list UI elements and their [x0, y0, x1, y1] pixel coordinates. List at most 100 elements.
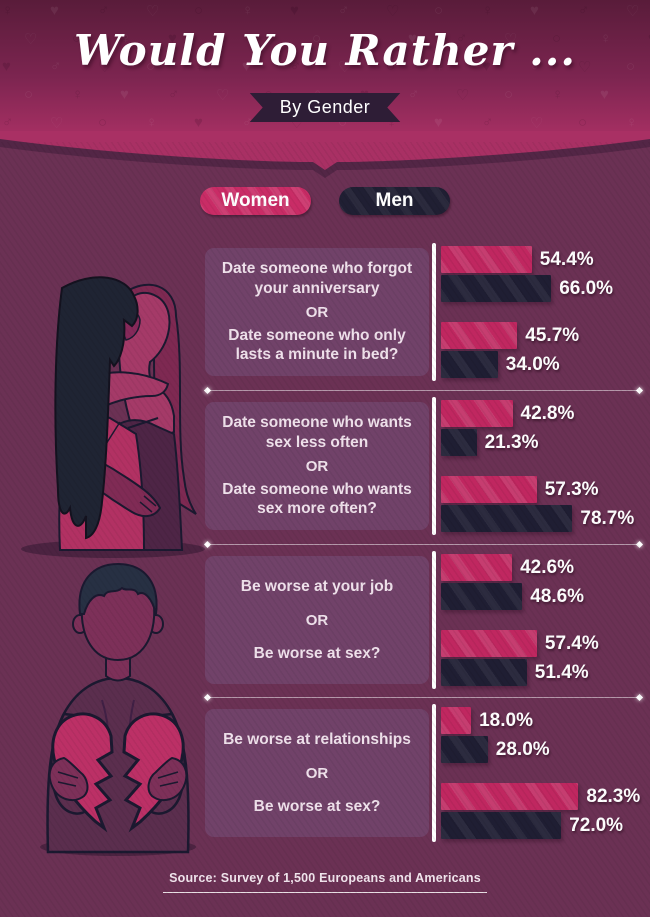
pattern-glyph-icon: ♂: [408, 86, 420, 103]
option-b-bars: 45.7% 34.0%: [441, 322, 645, 378]
pattern-glyph-icon: ○: [194, 2, 204, 19]
pattern-glyph-icon: ♀: [552, 86, 564, 103]
legend: Women Men: [0, 187, 650, 215]
women-bar-row: 82.3%: [441, 783, 645, 810]
women-bar-row: 57.3%: [441, 476, 645, 503]
option-a-bars: 18.0% 28.0%: [441, 707, 645, 763]
pattern-glyph-icon: ♡: [626, 3, 640, 20]
question-box: Date someone who forgot your anniversary…: [205, 248, 429, 376]
women-value-label: 57.4%: [544, 632, 599, 654]
option-a-bars: 42.6% 48.6%: [441, 554, 645, 610]
women-bar: [441, 476, 537, 503]
subtitle-ribbon: By Gender: [250, 93, 401, 122]
axis-line: [432, 397, 436, 535]
women-bar: [441, 783, 579, 810]
men-value-label: 78.7%: [580, 507, 635, 529]
women-value-label: 82.3%: [586, 785, 641, 807]
pattern-glyph-icon: ♥: [194, 114, 203, 131]
option-b-label: Date someone who wants sex more often?: [222, 480, 412, 518]
women-value-label: 45.7%: [525, 324, 580, 346]
men-bar: [441, 659, 527, 686]
men-value-label: 51.4%: [534, 661, 589, 683]
pattern-glyph-icon: ♥: [434, 114, 443, 131]
man-breaking-heart-illustration: [40, 562, 196, 856]
women-bar: [441, 322, 518, 349]
pattern-glyph-icon: ○: [504, 86, 514, 103]
men-bar-row: 78.7%: [441, 505, 645, 532]
pattern-glyph-icon: ♂: [482, 114, 494, 131]
pattern-glyph-icon: ♥: [600, 86, 609, 103]
section-divider: [203, 693, 644, 702]
women-value-label: 42.6%: [520, 556, 574, 578]
source-footer: Source: Survey of 1,500 Europeans and Am…: [0, 869, 650, 893]
or-label: OR: [305, 303, 329, 321]
pattern-glyph-icon: ♡: [530, 115, 544, 132]
pattern-glyph-icon: ♥: [120, 86, 129, 103]
pattern-glyph-icon: ♡: [50, 115, 64, 132]
men-value-label: 28.0%: [495, 738, 550, 760]
pattern-glyph-icon: ♡: [216, 87, 230, 104]
pattern-glyph-icon: ♂: [98, 2, 110, 19]
pattern-glyph-icon: ♥: [530, 2, 539, 19]
or-label: OR: [305, 611, 329, 629]
men-bar-row: 21.3%: [441, 429, 645, 456]
question-block: Date someone who wants sex less often OR…: [205, 397, 645, 535]
section-divider: [203, 386, 644, 395]
men-value-label: 21.3%: [484, 431, 539, 453]
pattern-glyph-icon: ♀: [242, 2, 254, 19]
women-bar: [441, 246, 532, 273]
pattern-glyph-icon: ♀: [482, 2, 494, 19]
option-a-label: Date someone who forgot your anniversary: [221, 260, 413, 297]
women-bar: [441, 554, 513, 581]
women-bar-row: 42.8%: [441, 400, 645, 427]
pattern-glyph-icon: ♥: [290, 2, 299, 19]
men-bar: [441, 505, 573, 532]
men-bar: [441, 275, 552, 302]
pattern-glyph-icon: ♂: [338, 2, 350, 19]
or-label: OR: [305, 764, 329, 782]
pattern-glyph-icon: ♂: [168, 86, 180, 103]
men-value-label: 48.6%: [530, 585, 585, 607]
pattern-glyph-icon: ♂: [2, 114, 14, 131]
women-value-label: 57.3%: [544, 478, 599, 500]
men-value-label: 66.0%: [559, 277, 614, 299]
pattern-glyph-icon: ○: [578, 114, 588, 131]
legend-women-pill[interactable]: Women: [200, 187, 311, 215]
option-a-label: Be worse at relationships: [223, 731, 411, 749]
option-b-bars: 82.3% 72.0%: [441, 783, 645, 839]
bar-groups: 42.8% 21.3% 57.3% 78.7%: [441, 397, 645, 535]
men-bar-row: 34.0%: [441, 351, 645, 378]
pattern-glyph-icon: ♀: [146, 114, 158, 131]
pattern-glyph-icon: ♀: [626, 114, 638, 131]
men-value-label: 72.0%: [569, 814, 624, 836]
pattern-glyph-icon: ○: [434, 2, 444, 19]
women-value-label: 18.0%: [479, 709, 533, 731]
header-curve: [0, 131, 650, 178]
option-b-label: Date someone who only lasts a minute in …: [228, 326, 406, 364]
men-bar: [441, 812, 562, 839]
source-text: Source: Survey of 1,500 Europeans and Am…: [163, 871, 487, 893]
pattern-glyph-icon: ♥: [50, 2, 59, 19]
women-bar-row: 42.6%: [441, 554, 645, 581]
men-bar: [441, 583, 523, 610]
option-a-label: Date someone who wants sex less often: [222, 414, 412, 451]
question-block: Date someone who forgot your anniversary…: [205, 243, 645, 381]
women-bar-row: 57.4%: [441, 630, 645, 657]
or-label: OR: [305, 457, 329, 475]
women-value-label: 42.8%: [520, 402, 575, 424]
women-bar: [441, 400, 513, 427]
pattern-glyph-icon: ♀: [72, 86, 84, 103]
option-a-label: Be worse at your job: [240, 578, 394, 596]
women-bar-row: 45.7%: [441, 322, 645, 349]
men-bar: [441, 736, 488, 763]
axis-line: [432, 551, 436, 689]
women-bar-row: 18.0%: [441, 707, 645, 734]
pattern-glyph-icon: ♡: [386, 3, 400, 20]
pattern-glyph-icon: ♡: [146, 3, 160, 20]
section-divider: [203, 540, 644, 549]
question-block: Be worse at your job OR Be worse at sex?…: [205, 551, 645, 689]
question-box: Be worse at relationships OR Be worse at…: [205, 709, 429, 837]
legend-men-pill[interactable]: Men: [339, 187, 450, 215]
men-value-label: 34.0%: [505, 353, 560, 375]
